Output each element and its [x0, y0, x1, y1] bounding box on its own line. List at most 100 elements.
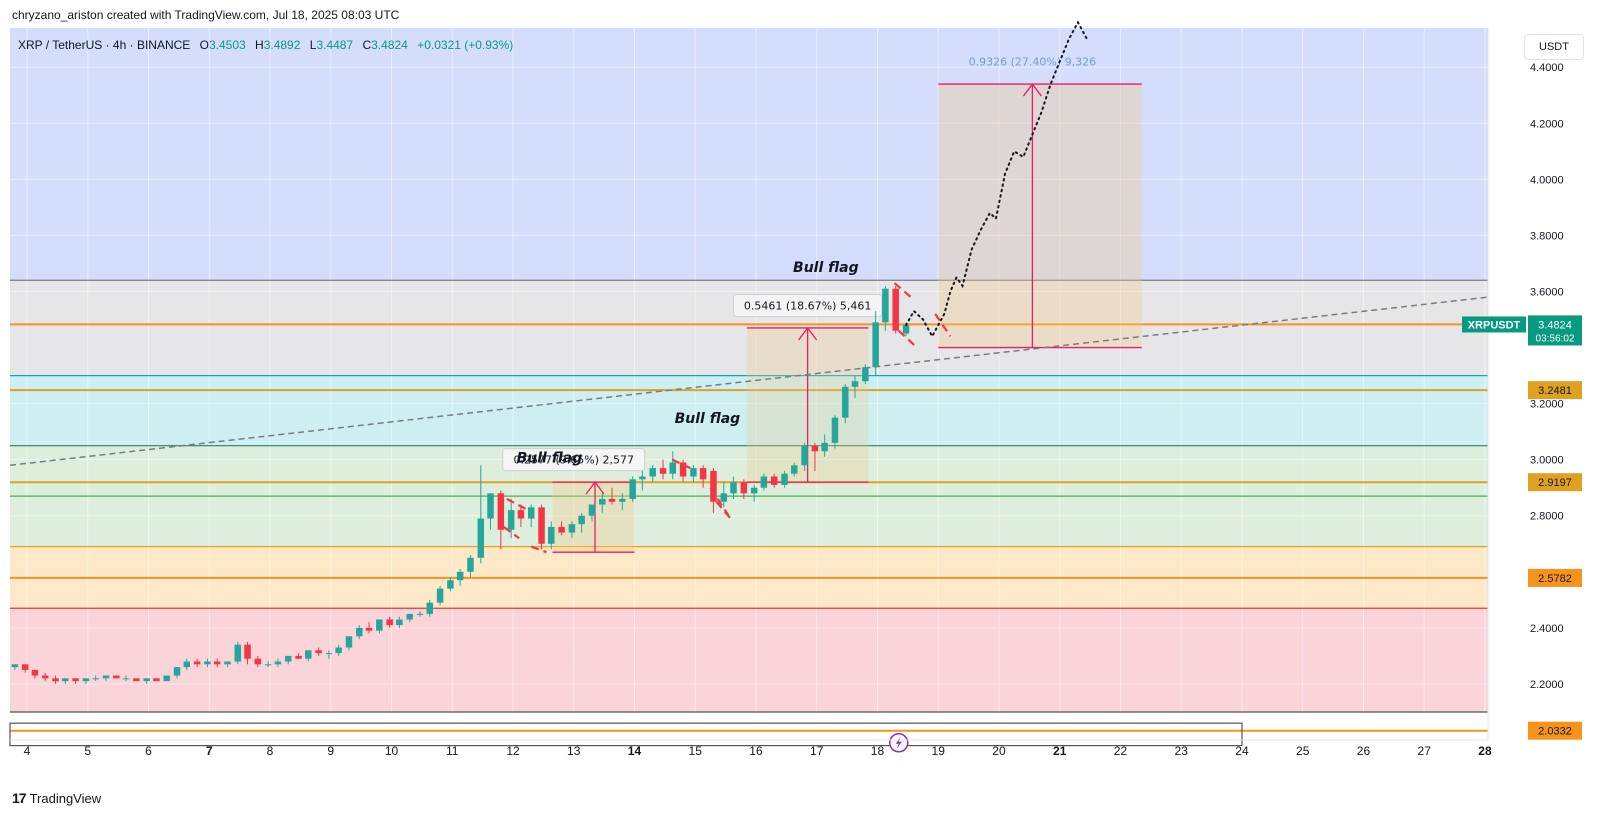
- zone-band: [10, 608, 1488, 712]
- last-price-tag: [1528, 315, 1582, 346]
- zone-band: [10, 28, 1488, 281]
- candle-body: [447, 580, 454, 589]
- candle-body: [882, 288, 889, 323]
- candle-body: [477, 518, 485, 558]
- candle-body: [204, 661, 211, 665]
- candle-body: [396, 619, 403, 626]
- candle-body: [770, 476, 778, 485]
- candle-body: [690, 468, 697, 477]
- measure-label-box: [502, 448, 646, 472]
- level-price-text: 2.0332: [1538, 726, 1572, 738]
- low-value: 3.4487: [316, 38, 354, 52]
- x-tick-label: 25: [1296, 744, 1310, 758]
- candle-body: [264, 664, 272, 666]
- candle-body: [41, 675, 49, 679]
- candle-body: [122, 678, 130, 680]
- measure-layer: 0.2577 (9.65%) 2,577 0.5461 (18.67%) 5,46…: [502, 56, 1142, 553]
- candle-body: [497, 493, 505, 530]
- tradingview-brand[interactable]: 17 TradingView: [12, 790, 101, 806]
- flag-channel-line: [934, 313, 952, 337]
- candle-body: [284, 655, 292, 662]
- candle-body: [92, 678, 99, 680]
- candle-body: [699, 468, 707, 480]
- candle-body: [760, 476, 768, 488]
- candle-body: [487, 493, 494, 519]
- candle-body: [11, 664, 19, 668]
- candle-body: [386, 619, 393, 626]
- close-value: 3.4824: [371, 38, 408, 52]
- x-tick-label: 7: [206, 744, 213, 758]
- candle-body: [902, 325, 910, 334]
- y-tick-label: 4.0000: [1530, 174, 1564, 186]
- candle-body: [619, 498, 626, 502]
- candle-body: [213, 661, 221, 665]
- x-tick-label: 11: [446, 744, 459, 758]
- candle-body: [406, 613, 413, 620]
- x-tick-label: 22: [1114, 744, 1128, 758]
- lightning-icon-glyph: [895, 736, 902, 749]
- symbol-legend[interactable]: XRP / TetherUS · 4h · BINANCE O3.4503 H3…: [18, 38, 513, 52]
- candle-body: [740, 482, 748, 494]
- x-tick-label: 17: [810, 744, 824, 758]
- candle-body: [659, 468, 667, 474]
- candle-body: [842, 386, 849, 418]
- close-label: C: [362, 38, 372, 52]
- candle-body: [649, 468, 656, 477]
- candle-body: [578, 515, 585, 525]
- bottom-range-box: [9, 722, 1243, 747]
- candle-body: [31, 669, 39, 676]
- high-value: 3.4892: [263, 38, 301, 52]
- candle-body: [143, 678, 150, 682]
- candle-body: [558, 526, 565, 533]
- candle-body: [548, 526, 555, 544]
- candle-body: [102, 675, 110, 679]
- brand-label: TradingView: [29, 790, 102, 806]
- x-tick-label: 24: [1235, 744, 1249, 758]
- candle-body: [356, 627, 363, 637]
- candle-body: [133, 678, 140, 682]
- level-price-tag: [1528, 721, 1582, 740]
- x-tick-label: 21: [1053, 744, 1067, 758]
- candle-body: [113, 675, 120, 679]
- candle-body: [183, 661, 191, 668]
- candle-body: [376, 619, 383, 631]
- low-label: L: [309, 38, 317, 52]
- level-price-tag: [1528, 381, 1582, 400]
- x-tick-label: 12: [506, 744, 520, 758]
- candle-body: [193, 661, 201, 665]
- currency-button[interactable]: USDT: [1524, 34, 1584, 60]
- y-tick-label: 3.0000: [1530, 455, 1564, 467]
- candle-body: [315, 650, 322, 654]
- annotations-layer: Bull flag Bull flag Bull flag: [517, 260, 859, 467]
- projection-layer: [905, 20, 1089, 339]
- candle-body: [639, 476, 646, 480]
- projection-path: [905, 20, 1089, 339]
- candle-body: [588, 504, 596, 516]
- level-price-tag: [1528, 473, 1582, 492]
- x-tick-label: 6: [145, 744, 152, 758]
- high-label: H: [255, 38, 264, 52]
- x-tick-label: 9: [327, 744, 334, 758]
- symbol-name: XRP / TetherUS · 4h · BINANCE: [18, 38, 191, 52]
- x-tick-label: 5: [84, 744, 91, 758]
- level-price-tag: [1528, 568, 1582, 587]
- candle-body: [163, 675, 170, 682]
- open-label: O: [199, 38, 209, 52]
- flag-channels-layer: [503, 282, 952, 554]
- candle-body: [274, 661, 282, 665]
- candle-body: [781, 473, 788, 485]
- flag-channel-line: [530, 545, 547, 554]
- author-line: chryzano_ariston created with TradingVie…: [12, 8, 400, 22]
- x-tick-label: 26: [1357, 744, 1371, 758]
- candle-body: [254, 658, 262, 665]
- y-tick-label: 3.2000: [1530, 399, 1564, 411]
- bull-flag-label: Bull flag: [675, 411, 741, 427]
- change-value: +0.0321 (+0.93%): [417, 38, 514, 52]
- candle-body: [811, 445, 819, 452]
- measure-arrow-head: [798, 326, 818, 341]
- y-tick-label: 3.8000: [1530, 230, 1564, 242]
- candle-body: [527, 507, 535, 519]
- symbol-tag-text: XRPUSDT: [1468, 319, 1521, 331]
- symbol-tag: [1462, 316, 1526, 333]
